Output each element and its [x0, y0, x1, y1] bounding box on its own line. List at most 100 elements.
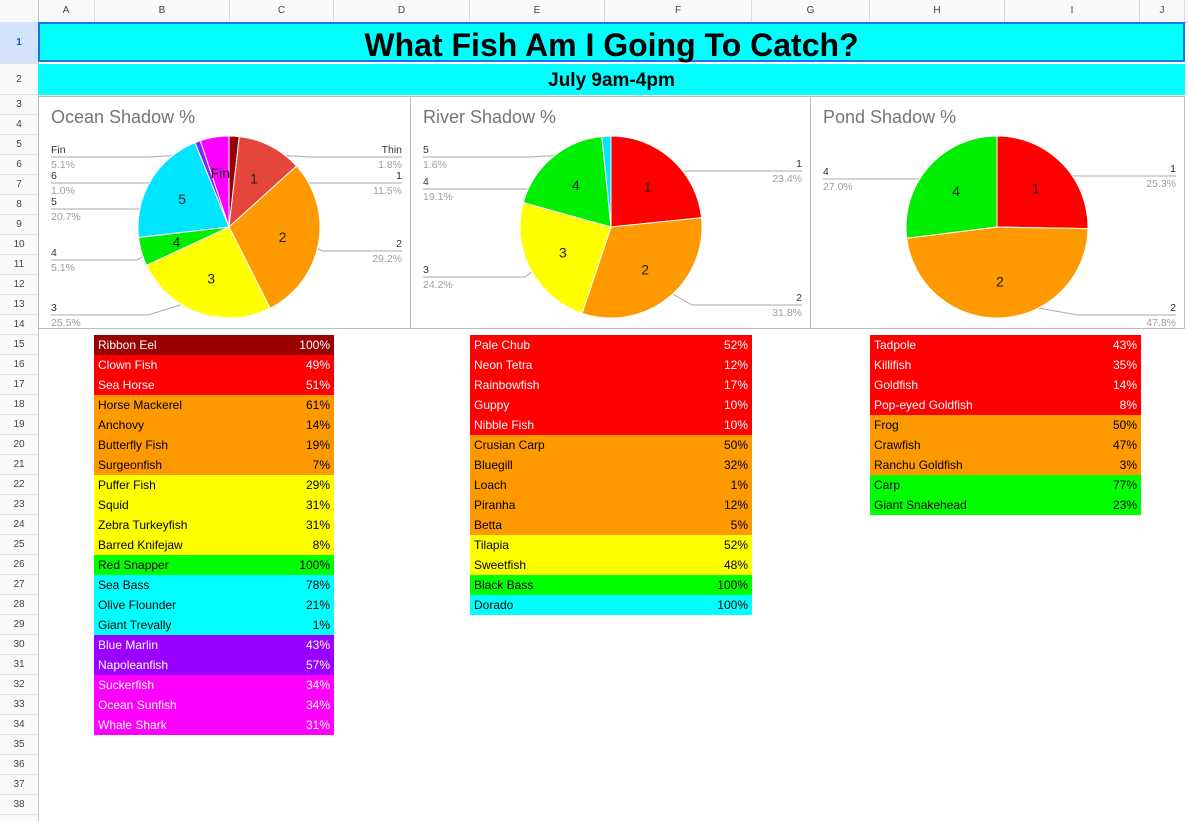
row-header-23[interactable]: 23 — [0, 495, 38, 515]
row-header-1[interactable]: 1 — [0, 22, 38, 64]
row-header-11[interactable]: 11 — [0, 255, 38, 275]
table-row[interactable]: Napoleanfish 57% — [94, 655, 334, 675]
table-row[interactable]: Surgeonfish 7% — [94, 455, 334, 475]
row-header-4[interactable]: 4 — [0, 115, 38, 135]
column-header-a[interactable]: A — [38, 0, 95, 22]
row-header-5[interactable]: 5 — [0, 135, 38, 155]
table-row[interactable]: Sea Bass 78% — [94, 575, 334, 595]
pie-slice-1[interactable] — [996, 135, 1089, 230]
row-header-8[interactable]: 8 — [0, 195, 38, 215]
pie-slice-5[interactable] — [601, 135, 612, 228]
table-row[interactable]: Black Bass 100% — [470, 575, 752, 595]
table-row[interactable]: Whale Shark 31% — [94, 715, 334, 735]
subtitle-cell-background[interactable] — [38, 64, 1185, 95]
table-row[interactable]: Carp 77% — [870, 475, 1141, 495]
table-row[interactable]: Rainbowfish 17% — [470, 375, 752, 395]
row-header-37[interactable]: 37 — [0, 775, 38, 795]
column-header-f[interactable]: F — [605, 0, 752, 22]
pie-slice-3[interactable] — [145, 226, 271, 319]
pie-slice-4[interactable] — [522, 135, 612, 228]
row-header-10[interactable]: 10 — [0, 235, 38, 255]
row-header-36[interactable]: 36 — [0, 755, 38, 775]
table-row[interactable]: Crawfish 47% — [870, 435, 1141, 455]
row-header-27[interactable]: 27 — [0, 575, 38, 595]
pie-slice-5[interactable] — [137, 141, 230, 238]
row-header-6[interactable]: 6 — [0, 155, 38, 175]
table-row[interactable]: Goldfish 14% — [870, 375, 1141, 395]
table-row[interactable]: Bluegill 32% — [470, 455, 752, 475]
row-header-26[interactable]: 26 — [0, 555, 38, 575]
column-header-j[interactable]: J — [1140, 0, 1185, 22]
table-row[interactable]: Tilapia 52% — [470, 535, 752, 555]
table-row[interactable]: Suckerfish 34% — [94, 675, 334, 695]
column-header-g[interactable]: G — [752, 0, 870, 22]
table-row[interactable]: Pop-eyed Goldfish 8% — [870, 395, 1141, 415]
table-row[interactable]: Tadpole 43% — [870, 335, 1141, 355]
table-row[interactable]: Squid 31% — [94, 495, 334, 515]
pie-slice-4[interactable] — [905, 135, 998, 239]
row-header-21[interactable]: 21 — [0, 455, 38, 475]
row-header-16[interactable]: 16 — [0, 355, 38, 375]
table-row[interactable]: Betta 5% — [470, 515, 752, 535]
table-row[interactable]: Sea Horse 51% — [94, 375, 334, 395]
row-header-24[interactable]: 24 — [0, 515, 38, 535]
row-header-9[interactable]: 9 — [0, 215, 38, 235]
row-header-19[interactable]: 19 — [0, 415, 38, 435]
table-row[interactable]: Red Snapper 100% — [94, 555, 334, 575]
title-cell-highlight[interactable] — [38, 22, 1185, 62]
table-row[interactable]: Blue Marlin 43% — [94, 635, 334, 655]
row-header-34[interactable]: 34 — [0, 715, 38, 735]
pie-slice-1[interactable] — [610, 135, 703, 228]
pie-slice-1[interactable] — [228, 136, 298, 229]
table-row[interactable]: Ocean Sunfish 34% — [94, 695, 334, 715]
row-header-30[interactable]: 30 — [0, 635, 38, 655]
row-header-28[interactable]: 28 — [0, 595, 38, 615]
row-header-18[interactable]: 18 — [0, 395, 38, 415]
row-header-14[interactable]: 14 — [0, 315, 38, 335]
row-header-20[interactable]: 20 — [0, 435, 38, 455]
row-header-12[interactable]: 12 — [0, 275, 38, 295]
pie-slice-2[interactable] — [906, 226, 1089, 319]
row-header-29[interactable]: 29 — [0, 615, 38, 635]
row-header-7[interactable]: 7 — [0, 175, 38, 195]
row-header-13[interactable]: 13 — [0, 295, 38, 315]
row-header-35[interactable]: 35 — [0, 735, 38, 755]
pie-slice-3[interactable] — [519, 201, 612, 314]
table-row[interactable]: Killifish 35% — [870, 355, 1141, 375]
table-row[interactable]: Ranchu Goldfish 3% — [870, 455, 1141, 475]
table-row[interactable]: Butterfly Fish 19% — [94, 435, 334, 455]
table-row[interactable]: Puffer Fish 29% — [94, 475, 334, 495]
row-header-31[interactable]: 31 — [0, 655, 38, 675]
river-shadow-chart[interactable]: River Shadow % 1 1 23.4% 2 2 31.8% 3 3 24.2% 4 4 19… — [410, 96, 811, 329]
table-row[interactable]: Neon Tetra 12% — [470, 355, 752, 375]
table-row[interactable]: Zebra Turkeyfish 31% — [94, 515, 334, 535]
pie-slice-2[interactable] — [228, 165, 321, 309]
pie-slice-fin[interactable] — [199, 135, 230, 228]
row-header-2[interactable]: 2 — [0, 64, 38, 95]
table-row[interactable]: Barred Knifejaw 8% — [94, 535, 334, 555]
table-row[interactable]: Horse Mackerel 61% — [94, 395, 334, 415]
table-row[interactable]: Sweetfish 48% — [470, 555, 752, 575]
ocean-shadow-chart[interactable]: Ocean Shadow % Thin 1.8% 1 1 11.5% 2 2 29.2% 3 3 2… — [38, 96, 411, 329]
table-row[interactable]: Olive Flounder 21% — [94, 595, 334, 615]
table-row[interactable]: Piranha 12% — [470, 495, 752, 515]
column-header-b[interactable]: B — [95, 0, 230, 22]
column-header-c[interactable]: C — [230, 0, 334, 22]
table-row[interactable]: Giant Trevally 1% — [94, 615, 334, 635]
column-header-h[interactable]: H — [870, 0, 1005, 22]
column-header-i[interactable]: I — [1005, 0, 1140, 22]
table-row[interactable]: Frog 50% — [870, 415, 1141, 435]
table-row[interactable]: Nibble Fish 10% — [470, 415, 752, 435]
pond-shadow-chart[interactable]: Pond Shadow % 1 1 25.3% 2 2 47.8% 4 4 27.0% — [810, 96, 1185, 329]
column-header-e[interactable]: E — [470, 0, 605, 22]
table-row[interactable]: Loach 1% — [470, 475, 752, 495]
table-row[interactable]: Crusian Carp 50% — [470, 435, 752, 455]
table-row[interactable]: Ribbon Eel 100% — [94, 335, 334, 355]
row-header-25[interactable]: 25 — [0, 535, 38, 555]
table-row[interactable]: Anchovy 14% — [94, 415, 334, 435]
row-header-3[interactable]: 3 — [0, 95, 38, 115]
row-header-32[interactable]: 32 — [0, 675, 38, 695]
row-header-15[interactable]: 15 — [0, 335, 38, 355]
pie-slice-2[interactable] — [581, 217, 703, 319]
select-all-corner[interactable] — [0, 0, 39, 22]
